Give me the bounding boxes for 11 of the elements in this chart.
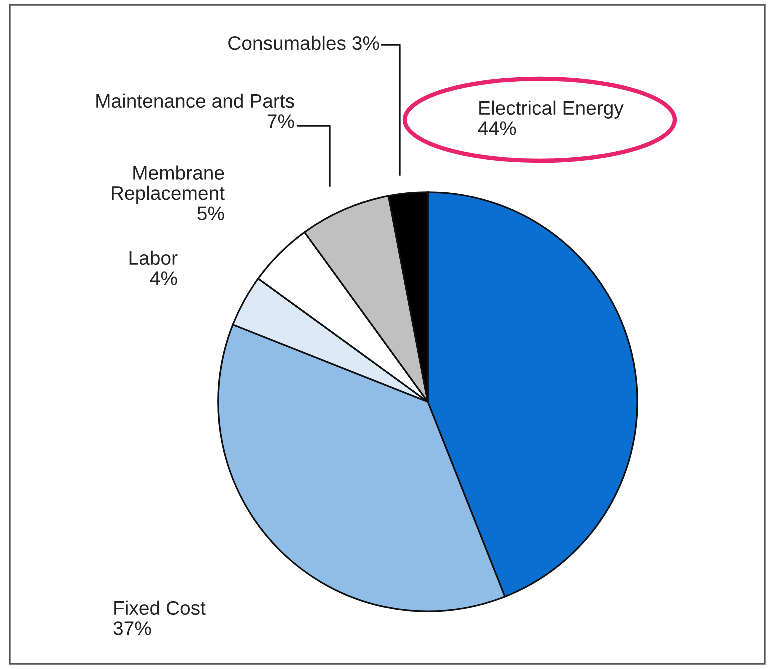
slice-label: Consumables 3% <box>228 36 380 50</box>
data-label: 5% <box>198 206 224 220</box>
data-label: 7% <box>268 114 294 128</box>
slice-label: Labor <box>130 250 178 266</box>
slice-label: Maintenance and Parts <box>96 94 294 108</box>
slice-label: Fixed Cost <box>114 600 206 616</box>
data-label: 37% <box>114 622 152 636</box>
slice-label: Membrane Replacement <box>112 166 225 204</box>
data-label: 44% <box>478 122 516 136</box>
slice-label: Electrical Energy <box>480 100 624 119</box>
data-label: 4% <box>150 272 178 286</box>
